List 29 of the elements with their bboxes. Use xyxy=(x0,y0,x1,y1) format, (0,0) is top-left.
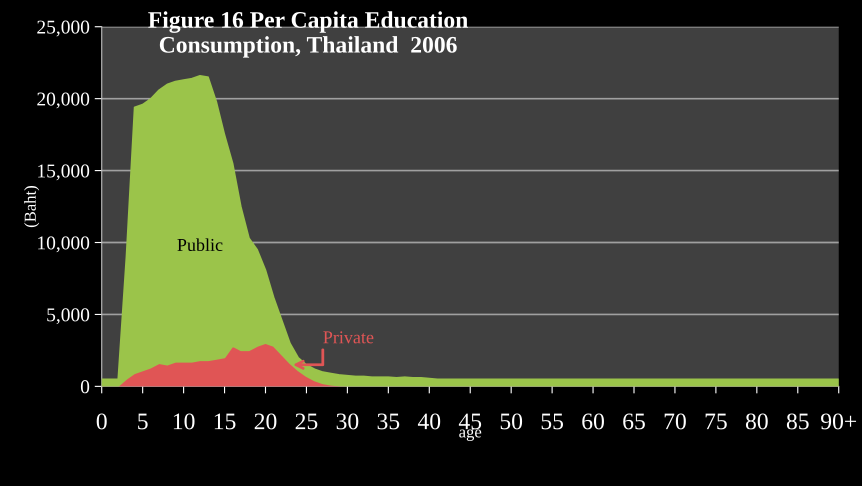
x-tick-label: 85 xyxy=(786,413,809,430)
x-tick-label: 40 xyxy=(418,413,440,430)
x-tick-label: 50 xyxy=(500,413,522,430)
y-axis-title: (Baht) xyxy=(24,186,40,228)
y-tick-label: 15,000 xyxy=(38,164,90,180)
x-tick-label: 75 xyxy=(706,414,727,430)
x-tick-label: 10 xyxy=(174,413,195,430)
x-tick-label: 55 xyxy=(542,414,563,430)
x-tick-label: 45 xyxy=(458,414,482,430)
x-tick-label: 65 xyxy=(623,414,645,430)
x-tick-label: 30 xyxy=(336,413,358,430)
y-tick-label: 25,000 xyxy=(37,20,90,36)
x-tick-label: 80 xyxy=(746,413,768,430)
x-tick-label: 20 xyxy=(254,413,276,430)
y-tick-label: 5,000 xyxy=(47,308,90,324)
series-label: Public xyxy=(177,238,222,252)
x-tick-label: 5 xyxy=(138,414,148,430)
y-tick-label: 0 xyxy=(80,380,90,394)
x-tick-label: 90+ xyxy=(821,413,856,430)
x-tick-label: 60 xyxy=(582,413,604,430)
x-tick-label: 70 xyxy=(664,413,686,430)
x-tick-label: 35 xyxy=(378,414,400,430)
y-tick-label: 10,000 xyxy=(38,236,90,252)
text: Private xyxy=(323,331,374,344)
x-tick-label: 0 xyxy=(96,413,107,430)
y-tick-label: 20,000 xyxy=(37,92,90,108)
x-axis-title: age xyxy=(459,428,482,441)
x-tick-label: 15 xyxy=(214,414,236,430)
x-tick-label: 25 xyxy=(296,414,318,430)
